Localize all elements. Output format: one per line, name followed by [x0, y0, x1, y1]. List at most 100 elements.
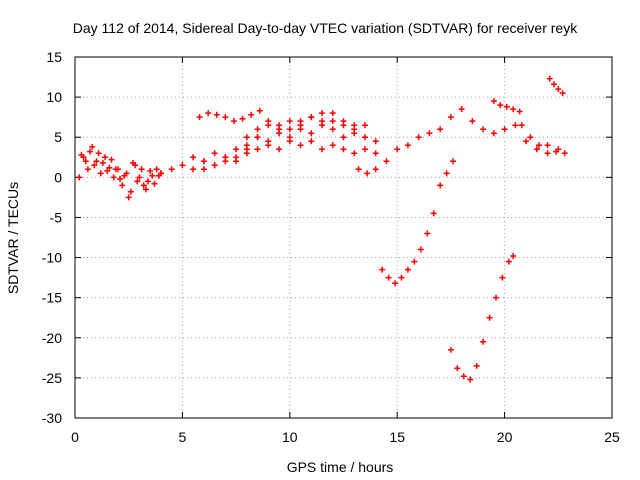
- data-point: [93, 158, 100, 165]
- data-point: [480, 338, 487, 345]
- data-point: [129, 159, 136, 166]
- data-point: [361, 134, 368, 141]
- data-point: [518, 122, 525, 129]
- data-point: [211, 150, 218, 157]
- data-point: [404, 266, 411, 273]
- data-point: [119, 182, 126, 189]
- data-point: [110, 174, 117, 181]
- x-tick-label: 25: [604, 429, 620, 445]
- data-point: [91, 162, 98, 169]
- data-series: [78, 148, 162, 201]
- grid-lines: [75, 57, 612, 418]
- data-series: [355, 106, 562, 177]
- data-point: [286, 126, 293, 133]
- data-series: [518, 122, 568, 157]
- data-series: [447, 252, 517, 383]
- data-point: [222, 114, 229, 121]
- data-point: [121, 172, 128, 179]
- data-point: [501, 126, 508, 133]
- data-series: [546, 75, 566, 97]
- data-point: [179, 162, 186, 169]
- data-point: [254, 146, 261, 153]
- data-point: [443, 170, 450, 177]
- data-point: [533, 146, 540, 153]
- data-point: [329, 110, 336, 117]
- data-point: [319, 118, 326, 125]
- data-point: [415, 134, 422, 141]
- x-tick-label: 5: [179, 429, 187, 445]
- y-axis-label: SDTVAR / TECUs: [5, 182, 21, 294]
- data-point: [340, 146, 347, 153]
- data-point: [138, 166, 145, 173]
- data-point: [89, 143, 96, 150]
- data-point: [222, 158, 229, 165]
- data-point: [157, 170, 164, 177]
- data-point: [104, 167, 111, 174]
- data-point: [510, 252, 517, 259]
- data-series: [490, 98, 523, 115]
- data-point: [355, 166, 362, 173]
- data-point: [329, 118, 336, 125]
- data-point: [87, 148, 94, 155]
- data-point: [361, 122, 368, 129]
- data-point: [239, 115, 246, 122]
- data-point: [417, 246, 424, 253]
- data-series: [243, 110, 368, 141]
- data-point: [82, 158, 89, 165]
- data-point: [544, 142, 551, 149]
- data-point: [276, 122, 283, 129]
- data-point: [486, 314, 493, 321]
- data-point: [555, 86, 562, 93]
- data-point: [503, 103, 510, 110]
- data-point: [243, 134, 250, 141]
- data-point: [256, 107, 263, 114]
- data-point: [546, 75, 553, 82]
- data-point: [437, 182, 444, 189]
- data-point: [437, 126, 444, 133]
- data-point: [276, 146, 283, 153]
- data-point: [523, 138, 530, 145]
- data-point: [108, 156, 115, 163]
- data-point: [136, 174, 143, 181]
- data-point: [411, 258, 418, 265]
- data-point: [426, 130, 433, 137]
- data-point: [127, 188, 134, 195]
- data-point: [493, 294, 500, 301]
- data-point: [142, 186, 149, 193]
- data-point: [329, 142, 336, 149]
- data-point: [205, 110, 212, 117]
- data-series: [196, 107, 263, 125]
- data-point: [447, 346, 454, 353]
- data-point: [394, 146, 401, 153]
- x-tick-label: 20: [497, 429, 513, 445]
- data-point: [134, 178, 141, 185]
- data-point: [372, 138, 379, 145]
- data-point: [379, 266, 386, 273]
- data-point: [510, 106, 517, 113]
- data-point: [340, 122, 347, 129]
- data-point: [499, 274, 506, 281]
- data-point: [385, 274, 392, 281]
- plot-frame: [74, 56, 613, 419]
- data-point: [469, 118, 476, 125]
- y-tick-label: -30: [42, 410, 62, 426]
- data-point: [117, 175, 124, 182]
- data-point: [190, 166, 197, 173]
- data-point: [95, 150, 102, 157]
- chart-title: Day 112 of 2014, Sidereal Day-to-day VTE…: [73, 20, 578, 36]
- data-point: [145, 178, 152, 185]
- data-point: [561, 150, 568, 157]
- data-point: [512, 122, 519, 129]
- x-tick-label: 10: [282, 429, 298, 445]
- data-point: [149, 172, 156, 179]
- x-axis-label: GPS time / hours: [287, 459, 394, 475]
- data-point: [392, 280, 399, 287]
- data-point: [351, 150, 358, 157]
- data-point: [516, 108, 523, 115]
- data-point: [372, 166, 379, 173]
- data-series: [379, 158, 457, 287]
- data-point: [78, 151, 85, 158]
- data-points: [76, 75, 568, 383]
- data-point: [233, 154, 240, 161]
